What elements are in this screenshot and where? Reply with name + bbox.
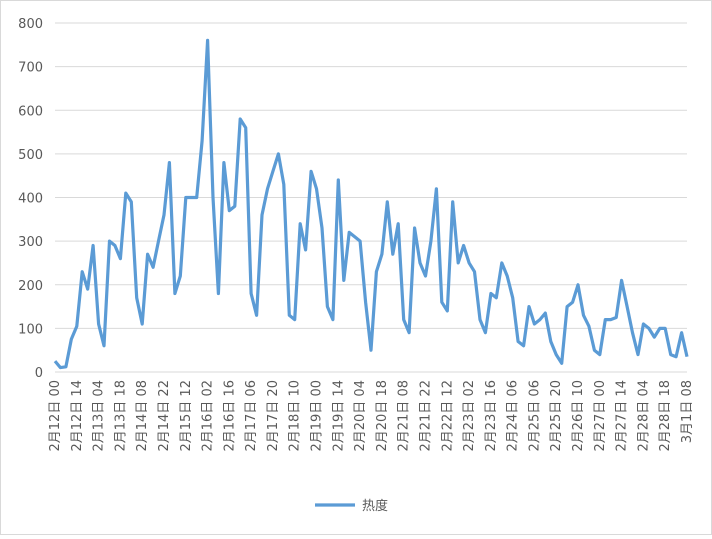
x-tick-label: 2月19日 00 <box>310 380 325 452</box>
x-tick-label: 2月20日 04 <box>353 380 368 452</box>
x-tick-label: 2月24日 06 <box>506 380 521 452</box>
y-tick-label: 600 <box>18 104 43 119</box>
x-tick-label: 2月15日 12 <box>179 380 194 452</box>
x-tick-label: 2月14日 08 <box>135 380 150 452</box>
x-tick-label: 2月16日 16 <box>222 380 237 452</box>
x-tick-label: 2月17日 06 <box>244 380 259 452</box>
x-tick-label: 2月28日 18 <box>658 380 673 452</box>
x-tick-label: 2月17日 20 <box>266 380 281 452</box>
legend-label: 热度 <box>362 498 388 514</box>
x-tick-label: 2月21日 22 <box>418 380 433 452</box>
x-tick-label: 2月25日 06 <box>527 380 542 452</box>
y-tick-label: 400 <box>18 192 43 207</box>
y-tick-label: 800 <box>18 17 43 32</box>
x-tick-label: 2月20日 18 <box>375 380 390 452</box>
data-line <box>53 38 689 370</box>
x-tick-label: 2月27日 14 <box>615 380 630 452</box>
x-tick-label: 2月16日 02 <box>201 380 216 452</box>
x-tick-label: 2月14日 22 <box>157 380 172 452</box>
y-tick-label: 0 <box>35 366 43 381</box>
y-tick-label: 200 <box>18 279 43 294</box>
x-tick-label: 2月27日 00 <box>593 380 608 452</box>
x-tick-label: 2月23日 16 <box>484 380 499 452</box>
x-tick-label: 2月12日 00 <box>48 380 63 452</box>
x-tick-label: 2月26日 10 <box>571 380 586 452</box>
x-tick-label: 2月13日 04 <box>92 380 107 452</box>
y-tick-label: 700 <box>18 61 43 76</box>
x-tick-label: 2月22日 12 <box>440 380 455 452</box>
x-tick-label: 2月21日 08 <box>397 380 412 452</box>
x-tick-label: 2月13日 18 <box>113 380 128 452</box>
y-tick-label: 100 <box>18 322 43 337</box>
x-tick-label: 2月25日 20 <box>549 380 564 452</box>
x-tick-label: 2月28日 04 <box>636 380 651 452</box>
y-tick-label: 300 <box>18 235 43 250</box>
y-tick-label: 500 <box>18 148 43 163</box>
x-tick-label: 2月18日 10 <box>288 380 303 452</box>
x-tick-label: 3月1日 08 <box>680 380 695 443</box>
x-tick-label: 2月23日 02 <box>462 380 477 452</box>
x-tick-label: 2月12日 14 <box>70 380 85 452</box>
x-tick-label: 2月19日 14 <box>331 380 346 452</box>
